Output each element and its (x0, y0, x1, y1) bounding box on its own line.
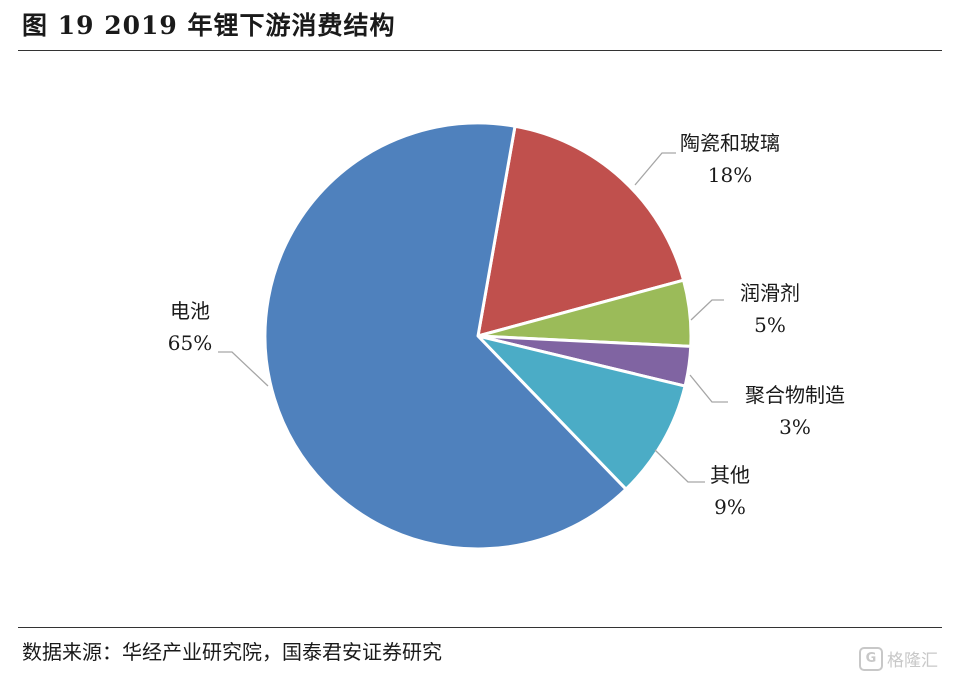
slice-labels: 陶瓷和玻璃 18% 润滑剂 5% 聚合物制造 3% 其他 9% 电池 65% (168, 131, 845, 519)
slice-value-1: 18% (708, 163, 752, 187)
pie-slice-1 (476, 124, 686, 338)
title-divider (18, 50, 942, 51)
watermark-logo-icon: G (859, 646, 883, 671)
source-divider (18, 627, 942, 628)
source-note: 数据来源：华经产业研究院，国泰君安证券研究 (22, 640, 442, 664)
slice-value-3: 3% (779, 415, 811, 439)
pie-slice-4 (476, 334, 687, 491)
chart-title: 图 19 2019 年锂下游消费结构 (22, 11, 396, 40)
watermark: G 格隆汇 (859, 646, 938, 671)
leader-line-4 (654, 449, 705, 483)
pie-slice-5 (263, 121, 628, 551)
pie-slices (263, 121, 693, 551)
slice-label-2: 润滑剂 (740, 281, 800, 305)
slice-value-5: 65% (168, 331, 212, 355)
slice-label-1: 陶瓷和玻璃 (680, 131, 780, 155)
watermark-text: 格隆汇 (887, 651, 938, 671)
leader-line-3 (689, 374, 728, 403)
slice-label-4: 其他 (710, 463, 750, 487)
slice-value-2: 5% (754, 313, 786, 337)
slice-label-5: 电池 (170, 299, 210, 323)
leader-line-5 (218, 351, 269, 387)
leader-line-1 (634, 152, 676, 186)
slice-label-3: 聚合物制造 (745, 383, 845, 407)
leader-lines (218, 152, 728, 483)
slice-value-4: 9% (714, 495, 746, 519)
leader-line-2 (690, 299, 724, 321)
